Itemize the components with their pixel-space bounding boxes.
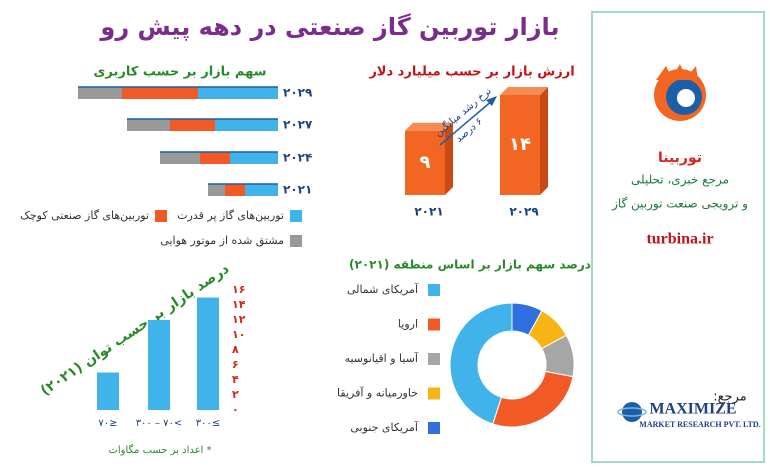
- bar: [500, 95, 540, 195]
- category-label: ۲۰۲۱: [414, 205, 443, 219]
- y-tick-label: ۰: [232, 403, 239, 416]
- legend-label: مشتق شده از موتور هوایی: [160, 234, 284, 248]
- category-label: ≤۷۰: [98, 418, 117, 429]
- bar-side: [445, 122, 453, 195]
- logo: [654, 64, 706, 121]
- bar-segment: [230, 152, 278, 164]
- legend-label: خاورمیانه و آفریقا: [337, 386, 418, 400]
- bar-segment: [208, 184, 225, 196]
- value-label: ۹: [420, 152, 431, 173]
- legend-swatch: [428, 318, 440, 331]
- y-tick-label: ۱۰: [232, 328, 245, 341]
- category-label: ۲۰۲۹: [509, 205, 539, 219]
- bar-top: [500, 87, 548, 95]
- bar-segment: [160, 152, 200, 164]
- legend-label: توربین‌های گاز صنعتی کوچک: [20, 209, 149, 222]
- category-label: ۲۰۲۱: [283, 183, 312, 197]
- y-tick-label: ۱۶: [232, 283, 245, 296]
- legend-label: آمریکای شمالی: [347, 282, 419, 296]
- website: turbina.ir: [646, 231, 713, 248]
- legend-label: اروپا: [398, 318, 418, 331]
- bar: [148, 320, 170, 410]
- y-tick-label: ۸: [232, 343, 239, 356]
- y-tick-label: ۱۴: [232, 298, 246, 311]
- category-label: ۲۰۲۹: [283, 86, 313, 100]
- bar-segment: [200, 152, 230, 164]
- bar-segment: [78, 87, 122, 99]
- chart-title: درصد سهم بازار بر اساس منطقه (۲۰۲۱): [349, 258, 591, 272]
- category-label: ۲۰۲۴: [283, 151, 312, 165]
- tagline: و ترویجی صنعت توربین گاز: [611, 197, 748, 212]
- bar: [97, 372, 119, 410]
- legend-swatch: [290, 210, 302, 222]
- category-label: ≥۳۰۰: [196, 418, 221, 429]
- bar-segment: [198, 87, 278, 99]
- source-name: MAXIMIZE: [649, 401, 736, 418]
- bar-segment: [122, 87, 198, 99]
- bar: [405, 130, 445, 195]
- bar-segment: [245, 184, 278, 196]
- chart-title: سهم بازار بر حسب کاربری: [94, 65, 267, 80]
- category-label: ۲۰۲۷: [283, 118, 313, 132]
- page-title: بازار توربین گاز صنعتی در دهه پیش رو: [99, 13, 559, 41]
- legend-swatch: [428, 422, 440, 434]
- legend-swatch: [428, 387, 440, 400]
- y-tick-label: ۲: [232, 388, 239, 401]
- bar-side: [540, 87, 548, 195]
- category-label: >۷۰ – ۳۰۰: [136, 418, 183, 429]
- bar-segment: [127, 119, 170, 131]
- y-tick-label: ۱۲: [232, 313, 246, 326]
- source-sub: MARKET RESEARCH PVT. LTD.: [639, 420, 760, 429]
- brand: توربینا: [658, 150, 702, 166]
- legend-swatch: [428, 353, 440, 365]
- legend-label: آسیا و اقیانوسیه: [345, 351, 419, 365]
- y-tick-label: ۶: [232, 358, 239, 371]
- y-tick-label: ۴: [232, 373, 239, 386]
- maximize-logo: [617, 402, 647, 422]
- source-label: مرجع:: [713, 390, 746, 405]
- value-label: ۱۴: [509, 134, 531, 155]
- arrow-head: [486, 96, 497, 106]
- bar-segment: [225, 184, 245, 196]
- bar-segment: [215, 119, 278, 131]
- chart-title: ارزش بازار بر حسب میلیارد دلار: [368, 65, 574, 80]
- legend-swatch: [155, 210, 167, 222]
- legend-swatch: [428, 284, 440, 296]
- tagline: مرجع خبری، تحلیلی: [631, 173, 729, 188]
- legend-label: آمریکای جنوبی: [350, 420, 419, 434]
- legend-label: توربین‌های گاز پر قدرت: [177, 209, 284, 222]
- donut-slice: [449, 302, 513, 425]
- legend-swatch: [290, 235, 302, 247]
- note: * اعداد بر حسب مگاوات: [108, 444, 211, 456]
- bar: [197, 297, 219, 410]
- donut-slice: [492, 370, 574, 428]
- bar-top: [405, 122, 453, 131]
- donut-slice: [511, 302, 543, 336]
- trend-arrow: [439, 99, 494, 146]
- bar-segment: [170, 119, 215, 131]
